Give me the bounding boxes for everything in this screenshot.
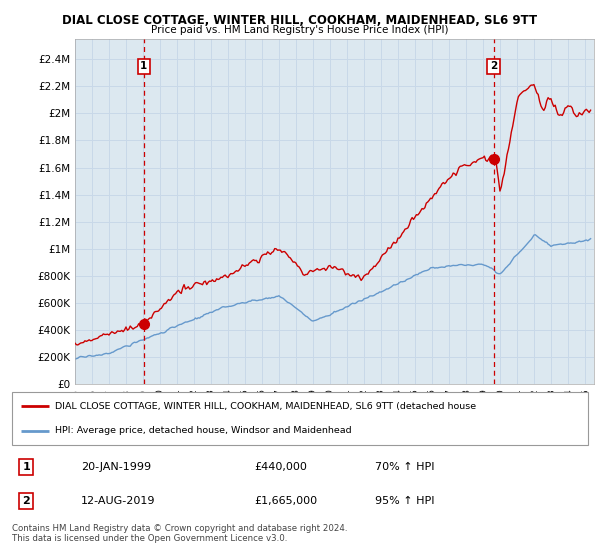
Text: DIAL CLOSE COTTAGE, WINTER HILL, COOKHAM, MAIDENHEAD, SL6 9TT: DIAL CLOSE COTTAGE, WINTER HILL, COOKHAM… xyxy=(62,14,538,27)
Text: 1: 1 xyxy=(140,61,148,71)
Text: 20-JAN-1999: 20-JAN-1999 xyxy=(81,462,151,472)
Text: 12-AUG-2019: 12-AUG-2019 xyxy=(81,496,155,506)
Text: DIAL CLOSE COTTAGE, WINTER HILL, COOKHAM, MAIDENHEAD, SL6 9TT (detached house: DIAL CLOSE COTTAGE, WINTER HILL, COOKHAM… xyxy=(55,402,476,411)
Text: £440,000: £440,000 xyxy=(254,462,307,472)
Text: Contains HM Land Registry data © Crown copyright and database right 2024.
This d: Contains HM Land Registry data © Crown c… xyxy=(12,524,347,543)
Text: HPI: Average price, detached house, Windsor and Maidenhead: HPI: Average price, detached house, Wind… xyxy=(55,426,352,435)
Text: 2: 2 xyxy=(490,61,497,71)
Text: 1: 1 xyxy=(23,462,30,472)
Text: £1,665,000: £1,665,000 xyxy=(254,496,317,506)
Text: 2: 2 xyxy=(23,496,30,506)
Text: 95% ↑ HPI: 95% ↑ HPI xyxy=(375,496,434,506)
Text: Price paid vs. HM Land Registry's House Price Index (HPI): Price paid vs. HM Land Registry's House … xyxy=(151,25,449,35)
FancyBboxPatch shape xyxy=(12,392,588,445)
Text: 70% ↑ HPI: 70% ↑ HPI xyxy=(375,462,434,472)
